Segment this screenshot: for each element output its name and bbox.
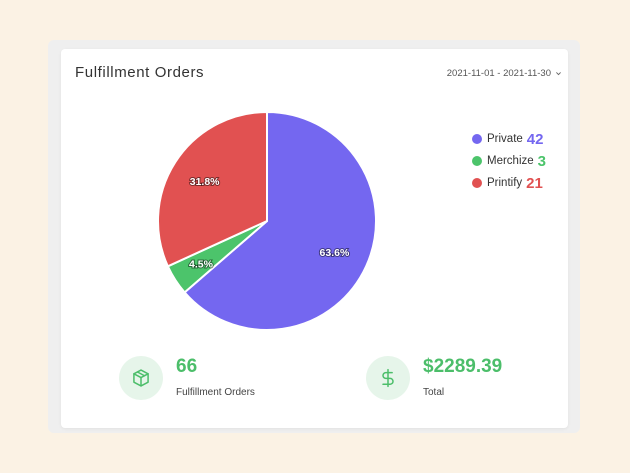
stat-fulfillment-orders: 66 Fulfillment Orders — [119, 356, 255, 400]
date-range-picker[interactable]: 2021-11-01 - 2021-11-30 — [447, 68, 562, 79]
legend-label-merchize: Merchize — [487, 155, 534, 167]
stat-value-orders: 66 — [176, 356, 198, 377]
legend-label-printify: Printify — [487, 177, 523, 189]
legend-label-private: Private — [487, 133, 523, 145]
date-range-text: 2021-11-01 - 2021-11-30 — [446, 68, 551, 79]
chevron-down-icon — [556, 72, 561, 76]
legend-count-private: 42 — [526, 130, 544, 148]
pie-label-private: 63.6% — [320, 247, 350, 259]
pie-label-merchize: 4.5% — [189, 258, 214, 270]
pie-chart: 63.6% 4.5% 31.8% — [157, 110, 377, 331]
package-box-icon — [119, 356, 163, 400]
legend-item-merchize[interactable]: Merchize 3 — [472, 150, 546, 172]
chart-legend: Private 42 Merchize 3 Printify 21 — [472, 128, 546, 194]
legend-dot-private — [472, 134, 482, 144]
stat-total: $2289.39 Total — [366, 356, 502, 400]
legend-dot-merchize — [472, 156, 482, 166]
card-title: Fulfillment Orders — [75, 64, 205, 81]
pie-label-printify: 31.8% — [190, 176, 220, 188]
legend-item-private[interactable]: Private 42 — [472, 128, 546, 150]
pie-slice-printify[interactable] — [157, 110, 268, 268]
stat-value-total: $2289.39 — [423, 356, 503, 377]
legend-item-printify[interactable]: Printify 21 — [472, 172, 546, 194]
stat-label-orders: Fulfillment Orders — [176, 387, 255, 398]
fulfillment-orders-card: Fulfillment Orders 2021-11-01 - 2021-11-… — [61, 49, 568, 428]
legend-count-merchize: 3 — [537, 152, 546, 170]
legend-dot-printify — [472, 178, 482, 188]
dollar-sign-icon — [366, 356, 410, 400]
stat-label-total: Total — [423, 387, 445, 398]
legend-count-printify: 21 — [526, 174, 543, 192]
pie-slice-private[interactable] — [183, 110, 377, 331]
